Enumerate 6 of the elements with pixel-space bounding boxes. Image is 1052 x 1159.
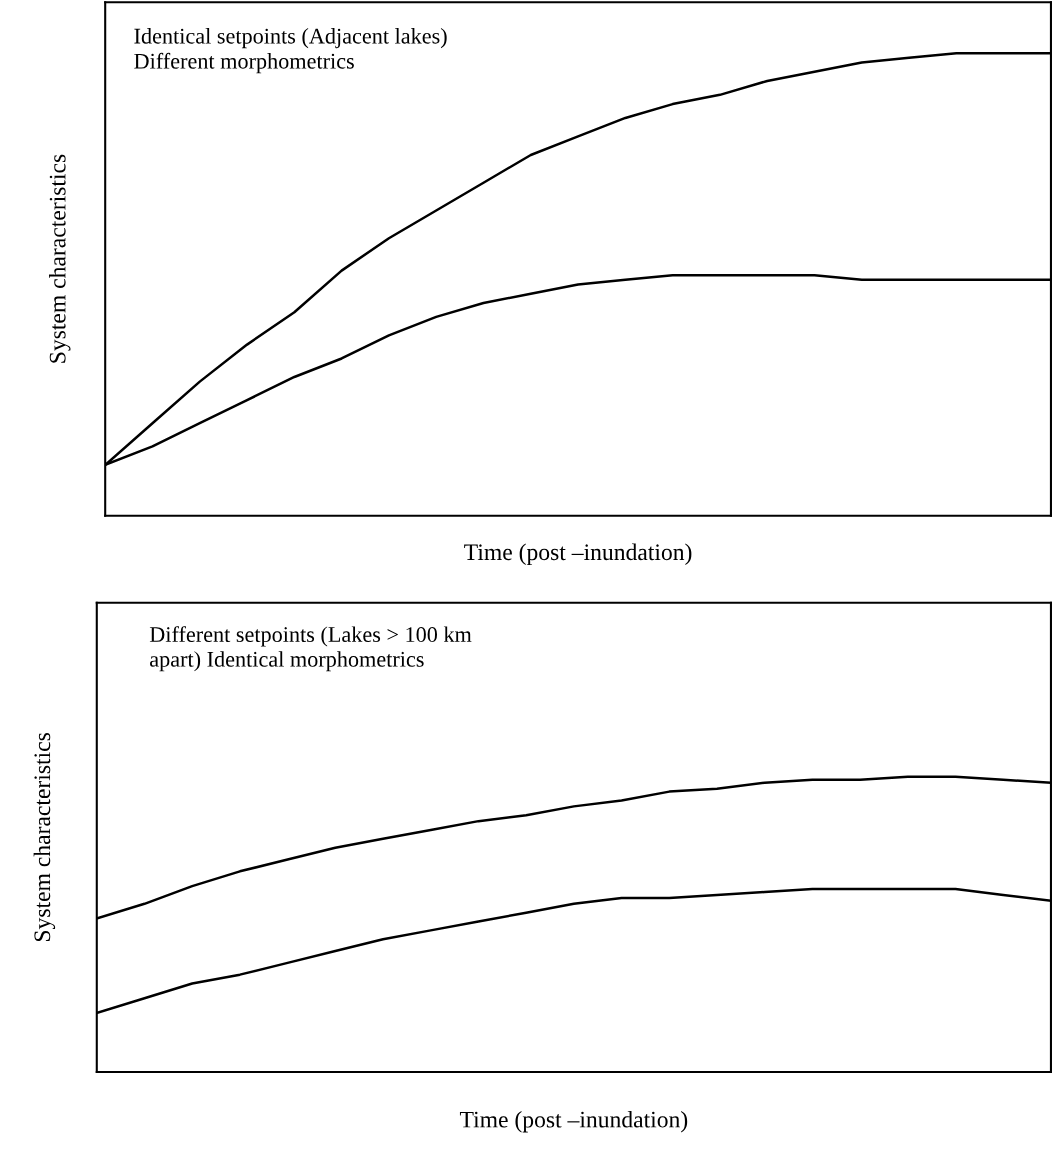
x-axis-title: Time (post –inundation)	[464, 543, 692, 565]
annotation: Identical setpoints (Adjacent lakes) Different morphometrics	[134, 27, 447, 74]
y-axis-title: System characteristics	[33, 733, 56, 942]
text: Different setpoints (Lakes > 100 km apart) Identical morphometrics	[149, 626, 472, 672]
y-axis-title: System characteristics	[49, 154, 71, 363]
x-axis-title: Time (post –inundation)	[459, 1110, 688, 1133]
